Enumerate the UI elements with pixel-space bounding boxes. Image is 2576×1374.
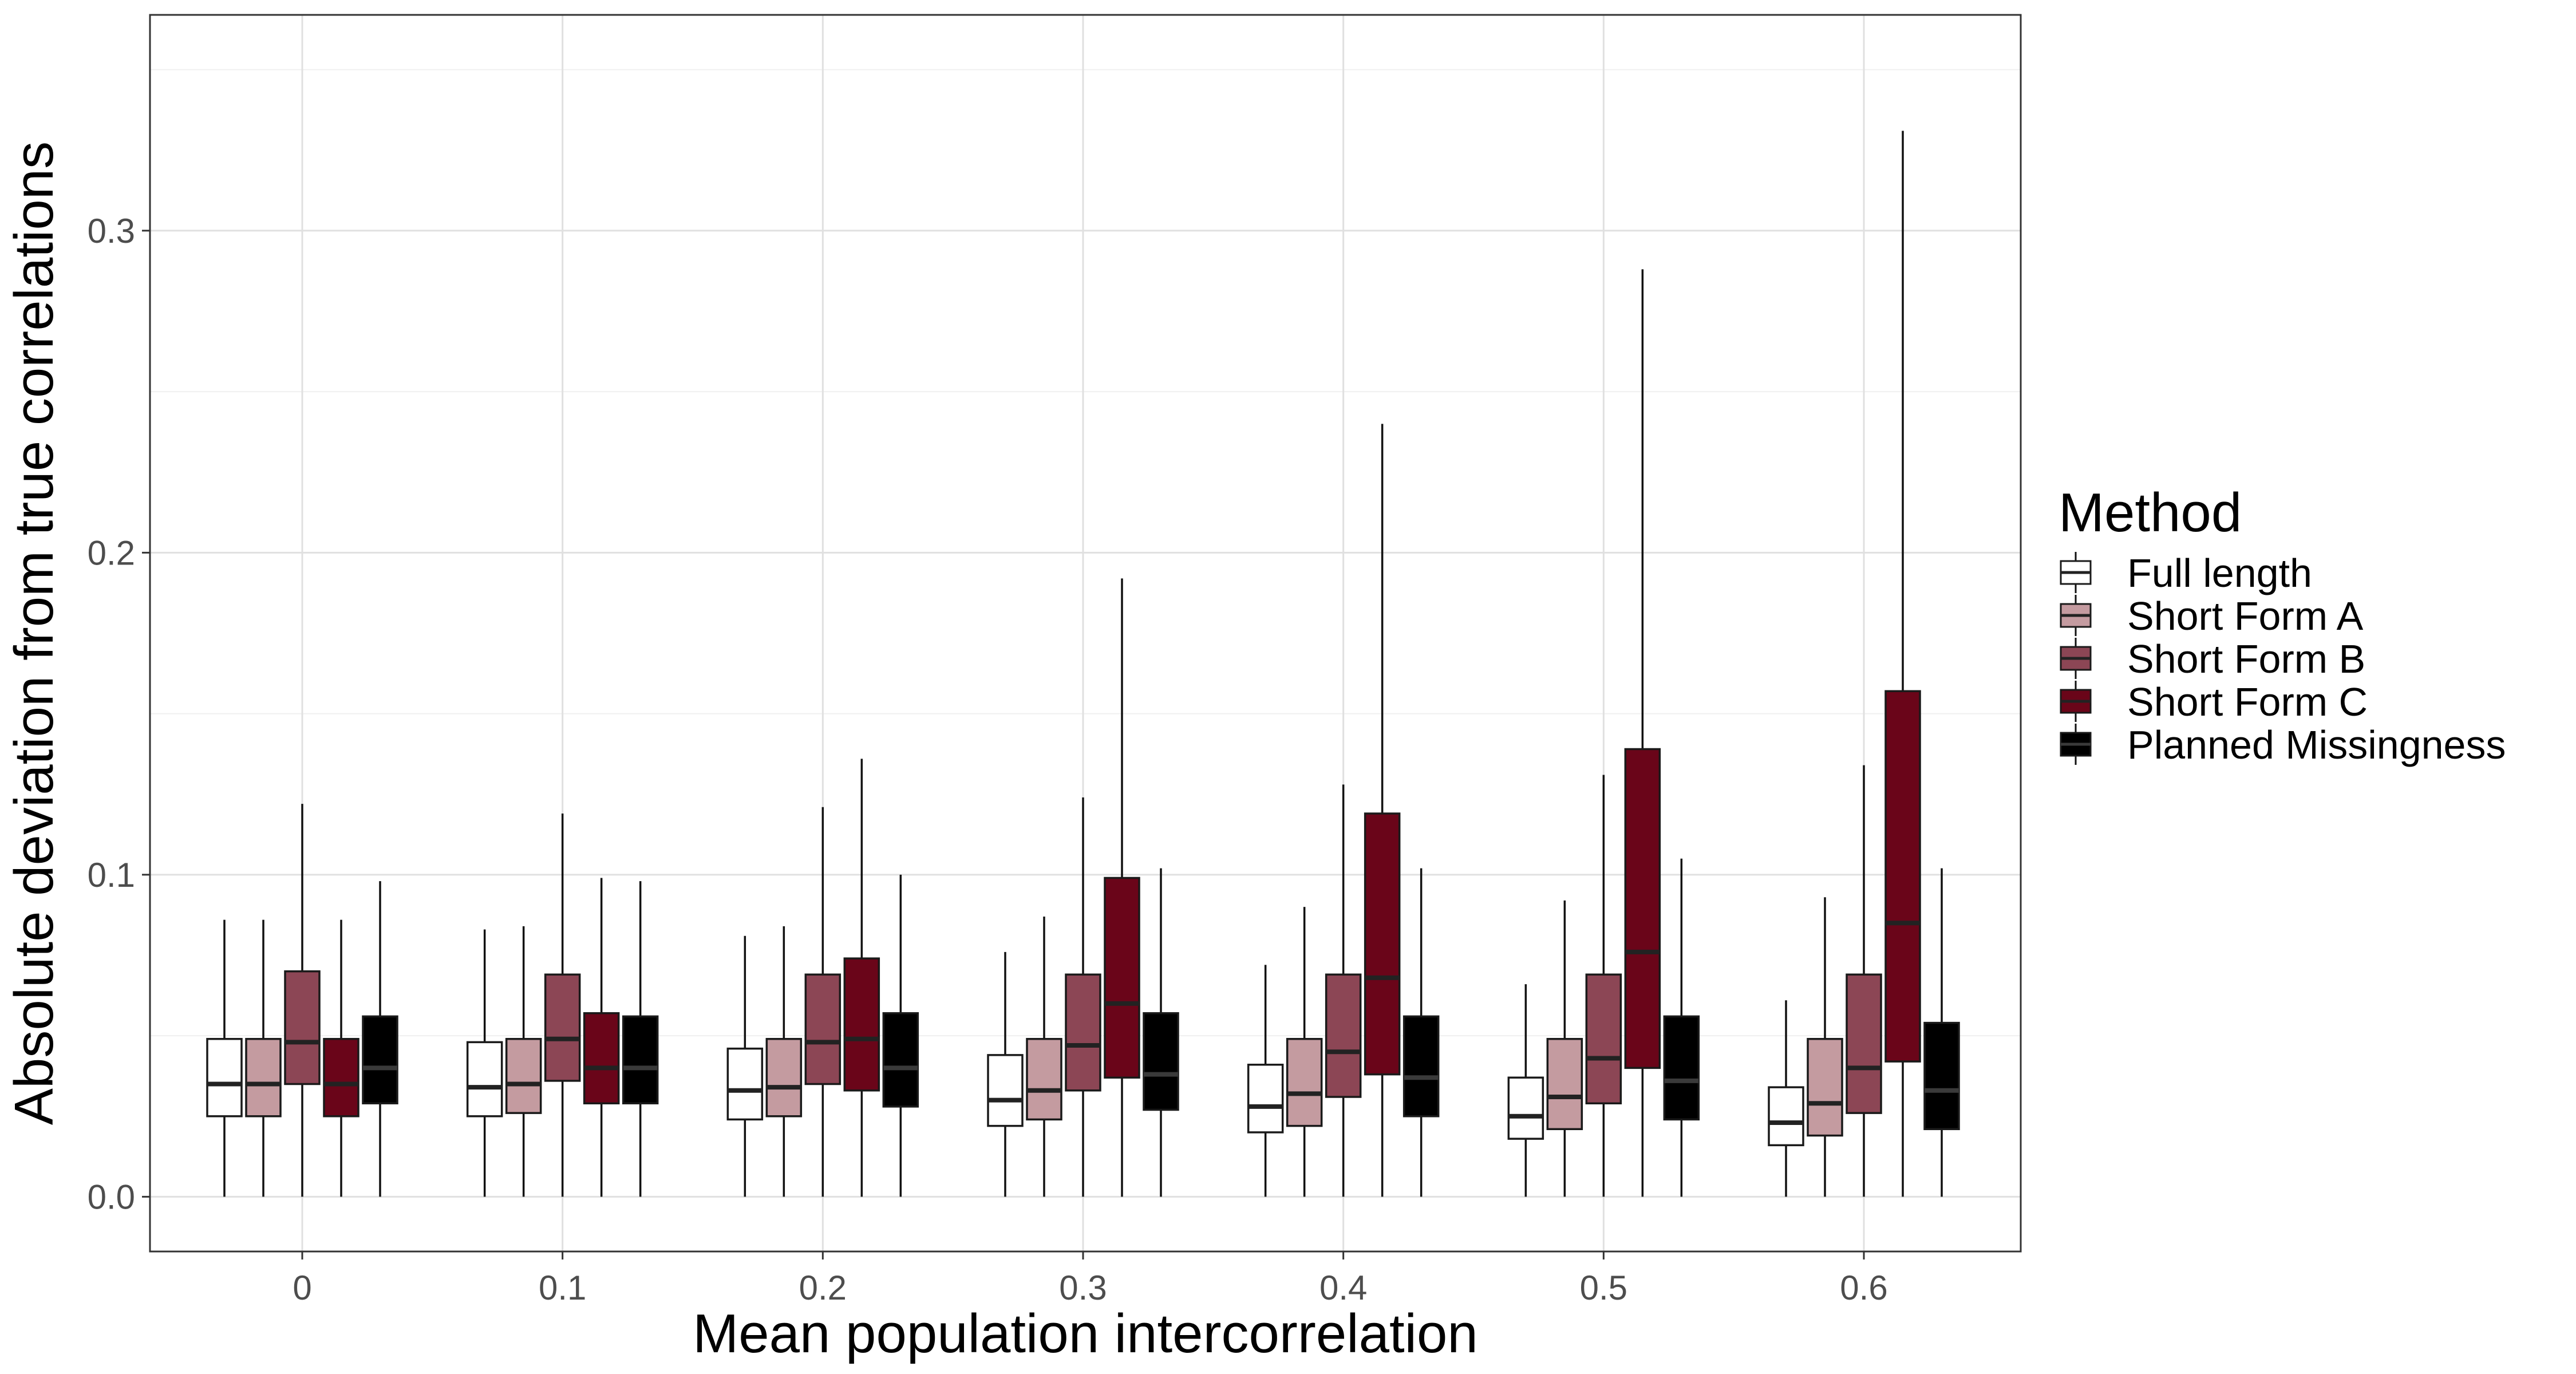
box xyxy=(765,1038,803,1118)
box xyxy=(1143,1012,1179,1111)
legend-label: Planned Missingness xyxy=(2127,722,2506,767)
box xyxy=(284,970,321,1085)
box xyxy=(1846,973,1882,1114)
box-group xyxy=(987,578,1179,1197)
box xyxy=(1884,690,1921,1063)
box xyxy=(1065,973,1101,1092)
box xyxy=(804,973,841,1085)
box-group xyxy=(206,804,398,1197)
legend-label: Short Form A xyxy=(2127,594,2364,638)
box xyxy=(1546,1038,1583,1130)
box xyxy=(1585,973,1622,1104)
y-tick-label: 0.0 xyxy=(88,1178,135,1216)
box xyxy=(1325,973,1362,1098)
box xyxy=(1286,1038,1323,1127)
x-tick-label: 0.4 xyxy=(1319,1269,1367,1307)
box xyxy=(505,1038,542,1114)
box xyxy=(726,1047,764,1121)
box xyxy=(622,1015,659,1104)
box xyxy=(1247,1064,1284,1134)
x-tick-label: 0.6 xyxy=(1840,1269,1887,1307)
x-tick-label: 0.1 xyxy=(539,1269,586,1307)
box xyxy=(245,1038,282,1118)
x-axis-title: Mean population intercorrelation xyxy=(693,1303,1478,1364)
box xyxy=(1507,1076,1544,1140)
box xyxy=(544,973,581,1082)
box xyxy=(323,1038,359,1118)
box xyxy=(987,1054,1024,1127)
box-group xyxy=(466,814,659,1197)
y-tick-label: 0.3 xyxy=(88,212,135,250)
box xyxy=(206,1038,243,1118)
panel-border xyxy=(149,14,2022,1253)
box xyxy=(1026,1038,1062,1121)
legend-label: Short Form B xyxy=(2127,637,2365,681)
box xyxy=(1624,748,1661,1069)
box xyxy=(1923,1021,1960,1130)
y-tick-label: 0.1 xyxy=(88,856,135,894)
box xyxy=(1364,812,1401,1076)
box xyxy=(362,1015,398,1104)
legend-title: Method xyxy=(2059,482,2242,543)
box-groups xyxy=(206,131,1960,1197)
legend-label: Full length xyxy=(2127,551,2312,595)
box xyxy=(1402,1015,1440,1118)
legend-item: Short Form C xyxy=(2060,680,2368,724)
y-axis-title: Absolute deviation from true correlation… xyxy=(3,141,65,1125)
legend-item: Planned Missingness xyxy=(2060,722,2506,767)
legend-item: Full length xyxy=(2060,551,2312,595)
legend-item: Short Form A xyxy=(2060,594,2364,638)
y-axis: 0.0 0.1 0.2 0.3 xyxy=(88,212,150,1216)
y-tick-label: 0.2 xyxy=(88,534,135,572)
x-tick-label: 0.2 xyxy=(799,1269,847,1307)
x-tick-label: 0 xyxy=(293,1269,311,1307)
plot-panel xyxy=(149,14,2022,1253)
legend-item: Short Form B xyxy=(2060,637,2365,681)
box xyxy=(1768,1086,1804,1147)
x-tick-label: 0.3 xyxy=(1059,1269,1107,1307)
x-axis: 0 0.1 0.2 0.3 0.4 0.5 0.6 xyxy=(293,1251,1888,1307)
box xyxy=(882,1012,919,1108)
box-group xyxy=(726,759,919,1197)
x-tick-label: 0.5 xyxy=(1580,1269,1627,1307)
box xyxy=(466,1041,503,1118)
box xyxy=(583,1012,620,1104)
box xyxy=(1663,1015,1700,1121)
box-group xyxy=(1768,131,1960,1197)
box xyxy=(1104,876,1140,1079)
box-group xyxy=(1507,269,1700,1197)
grid-major xyxy=(150,15,2021,1251)
box xyxy=(1807,1038,1843,1137)
box-group xyxy=(1247,424,1440,1197)
legend-label: Short Form C xyxy=(2127,680,2368,724)
box xyxy=(843,957,880,1092)
